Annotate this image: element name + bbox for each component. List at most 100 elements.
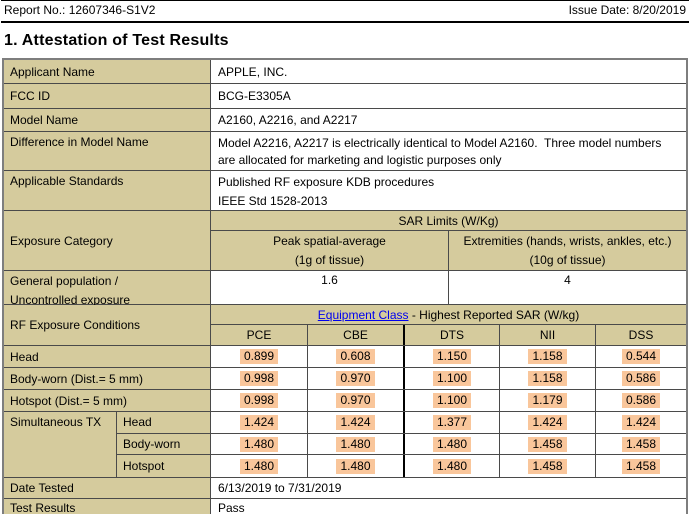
sar-value: 1.179 xyxy=(528,393,567,408)
page-header: Report No.: 12607346-S1V2 Issue Date: 8/… xyxy=(1,0,689,23)
hotspot-values: 0.998 0.970 1.100 1.179 0.586 xyxy=(211,390,686,411)
sar-value: 1.480 xyxy=(239,458,279,474)
standard-line-2: IEEE Std 1528-2013 xyxy=(218,194,328,208)
value-model-name: A2160, A2216, and A2217 xyxy=(211,109,686,131)
sar-value: 1.480 xyxy=(239,436,279,452)
sar-cell: 1.100 xyxy=(403,368,499,389)
sar-value: 1.480 xyxy=(432,436,472,452)
equipment-class-link[interactable]: Equipment Class xyxy=(317,307,409,322)
row-model-difference: Difference in Model Name Model A2216, A2… xyxy=(4,132,686,171)
row-head: Head 0.899 0.608 1.150 1.158 0.544 xyxy=(4,346,686,368)
sar-cell: 0.586 xyxy=(595,368,686,389)
subheader-peak-spatial: Peak spatial-average (1g of tissue) xyxy=(211,231,449,270)
sar-cell: 0.998 xyxy=(211,368,307,389)
sar-value: 1.158 xyxy=(528,371,567,386)
sim-body-worn-values: 1.480 1.480 1.480 1.458 1.458 xyxy=(211,433,686,455)
sar-cell: 0.586 xyxy=(595,390,686,411)
body-worn-values: 0.998 0.970 1.100 1.158 0.586 xyxy=(211,368,686,389)
sim-row-head: Head 1.424 1.424 1.377 1.424 1.424 xyxy=(117,412,686,434)
sim-row-hotspot: Hotspot 1.480 1.480 1.480 1.458 1.458 xyxy=(117,455,686,477)
attestation-table: Applicant Name APPLE, INC. FCC ID BCG-E3… xyxy=(2,58,688,514)
sar-cell: 1.480 xyxy=(307,455,403,477)
sar-cell: 0.998 xyxy=(211,390,307,411)
sar-cell: 1.100 xyxy=(403,390,499,411)
standard-line-1: Published RF exposure KDB procedures xyxy=(218,175,435,189)
sar-value: 1.150 xyxy=(432,349,472,364)
sar-cell: 1.158 xyxy=(499,346,595,367)
sar-value: 1.480 xyxy=(336,436,375,452)
sar-cell: 0.970 xyxy=(307,368,403,389)
sar-cell: 1.424 xyxy=(211,412,307,433)
sar-cell: 1.424 xyxy=(307,412,403,433)
sar-value: 0.608 xyxy=(336,349,375,364)
sar-value: 1.458 xyxy=(528,458,567,474)
sim-label-body-worn: Body-worn xyxy=(117,433,211,455)
label-simultaneous-tx: Simultaneous TX xyxy=(4,412,117,477)
limit-1g: 1.6 xyxy=(211,271,449,304)
simultaneous-rows: Head 1.424 1.424 1.377 1.424 1.424 Body-… xyxy=(117,412,686,477)
sar-cell: 0.899 xyxy=(211,346,307,367)
subheader-extremities: Extremities (hands, wrists, ankles, etc.… xyxy=(449,231,686,270)
row-simultaneous-tx: Simultaneous TX Head 1.424 1.424 1.377 1… xyxy=(4,412,686,478)
sar-value: 1.458 xyxy=(621,458,661,474)
sim-head-values: 1.424 1.424 1.377 1.424 1.424 xyxy=(211,412,686,433)
equipment-class-columns: PCE CBE DTS NII DSS xyxy=(211,325,686,345)
limit-values: 1.6 4 xyxy=(211,271,686,304)
sim-hotspot-values: 1.480 1.480 1.480 1.458 1.458 xyxy=(211,455,686,477)
row-date-tested: Date Tested 6/13/2019 to 7/31/2019 xyxy=(4,478,686,499)
row-general-population: General population / Uncontrolled exposu… xyxy=(4,271,686,307)
row-hotspot: Hotspot (Dist.= 5 mm) 0.998 0.970 1.100 … xyxy=(4,390,686,412)
extremities-line-1: Extremities (hands, wrists, ankles, etc.… xyxy=(463,233,672,248)
sar-value: 1.424 xyxy=(239,414,279,430)
sar-value: 0.586 xyxy=(621,371,661,386)
row-rf-exposure-conditions: RF Exposure Conditions Equipment Class -… xyxy=(4,305,686,346)
label-model-name: Model Name xyxy=(4,109,211,131)
sar-cell: 0.970 xyxy=(307,390,403,411)
sar-cell: 1.424 xyxy=(499,412,595,433)
issue-date: Issue Date: 8/20/2019 xyxy=(568,3,686,17)
sar-value: 1.100 xyxy=(432,393,472,408)
sar-value: 0.970 xyxy=(336,371,375,386)
label-test-results: Test Results xyxy=(4,499,211,514)
equipment-class-block: Equipment Class - Highest Reported SAR (… xyxy=(211,305,686,345)
peak-line-1: Peak spatial-average xyxy=(273,233,386,248)
model-difference-text: Model A2216, A2217 is electrically ident… xyxy=(218,136,665,167)
label-applicant-name: Applicant Name xyxy=(4,60,211,83)
sar-limits-subheaders: Peak spatial-average (1g of tissue) Extr… xyxy=(211,231,686,270)
sar-value: 0.586 xyxy=(621,393,661,408)
sar-value: 0.998 xyxy=(239,371,279,386)
value-applicable-standards: Published RF exposure KDB procedures IEE… xyxy=(211,171,686,210)
sar-cell: 1.179 xyxy=(499,390,595,411)
sar-cell: 1.458 xyxy=(499,433,595,455)
sar-cell: 1.377 xyxy=(403,412,499,433)
equipment-class-header: Equipment Class - Highest Reported SAR (… xyxy=(211,305,686,325)
row-body-worn: Body-worn (Dist.= 5 mm) 0.998 0.970 1.10… xyxy=(4,368,686,390)
section-title: 1. Attestation of Test Results xyxy=(4,32,229,49)
sar-cell: 1.480 xyxy=(211,434,307,455)
general-line-2: Uncontrolled exposure xyxy=(10,293,131,307)
sar-limits-block: SAR Limits (W/Kg) Peak spatial-average (… xyxy=(211,211,686,270)
sar-cell: 0.544 xyxy=(595,346,686,367)
sar-value: 1.424 xyxy=(336,414,375,430)
row-model-name: Model Name A2160, A2216, and A2217 xyxy=(4,109,686,132)
sar-cell: 1.480 xyxy=(403,455,499,477)
sar-value: 1.480 xyxy=(336,458,375,474)
label-model-difference: Difference in Model Name xyxy=(4,132,211,170)
sar-value: 0.899 xyxy=(239,349,279,364)
sar-value: 0.998 xyxy=(239,393,279,408)
head-values: 0.899 0.608 1.150 1.158 0.544 xyxy=(211,346,686,367)
sar-value: 1.424 xyxy=(528,414,567,430)
sar-cell: 1.424 xyxy=(595,412,686,433)
label-applicable-standards: Applicable Standards xyxy=(4,171,211,210)
col-header-pce: PCE xyxy=(211,325,307,345)
sar-value: 1.424 xyxy=(621,414,661,430)
col-header-dss: DSS xyxy=(595,325,686,345)
extremities-line-2: (10g of tissue) xyxy=(529,252,606,267)
sar-value: 0.544 xyxy=(621,349,661,364)
sim-label-hotspot: Hotspot xyxy=(117,455,211,477)
value-test-results: Pass xyxy=(211,499,686,514)
sim-label-head: Head xyxy=(117,412,211,433)
col-header-cbe: CBE xyxy=(307,325,403,345)
sar-cell: 1.458 xyxy=(595,455,686,477)
